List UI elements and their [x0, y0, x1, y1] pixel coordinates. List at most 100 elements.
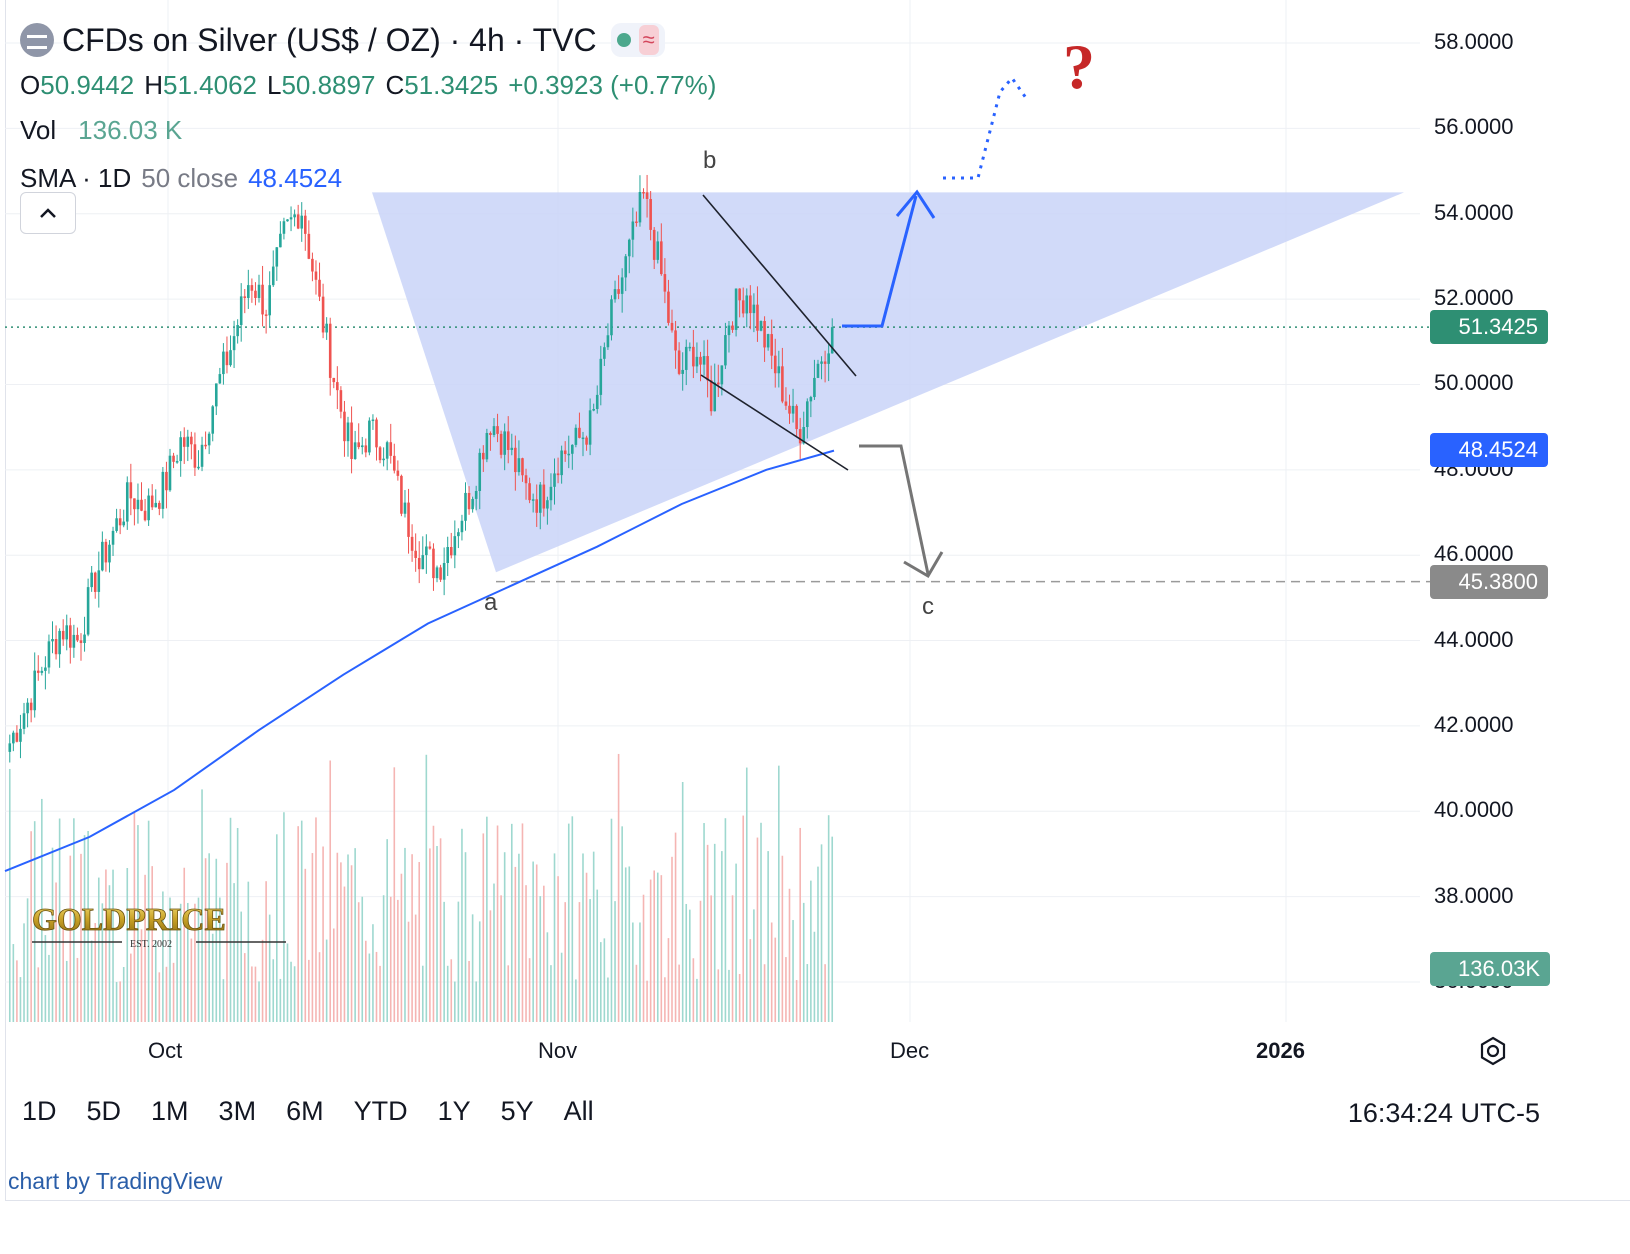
volume-bar	[717, 969, 720, 1022]
collapse-legend-button[interactable]	[20, 192, 76, 234]
candle-body	[371, 419, 375, 422]
volume-bar	[585, 872, 588, 1022]
volume-bar	[165, 966, 168, 1022]
candle-body	[720, 365, 724, 385]
volume-bar	[375, 951, 378, 1022]
price-chart[interactable]: a b c ?	[0, 0, 1630, 1200]
candle-body	[606, 335, 610, 348]
volume-bar	[354, 848, 356, 1022]
gear-icon[interactable]	[1478, 1036, 1508, 1066]
candle-body	[599, 358, 603, 395]
volume-bar	[304, 868, 307, 1022]
volume-bar	[297, 826, 299, 1022]
volume-bar	[745, 767, 748, 1022]
volume-bar	[475, 981, 477, 1022]
candle-body	[51, 639, 54, 642]
range-6m[interactable]: 6M	[286, 1096, 324, 1126]
volume-bar	[261, 939, 264, 1022]
candle-body	[58, 630, 61, 655]
range-5y[interactable]: 5Y	[500, 1096, 534, 1126]
volume-bar	[486, 816, 488, 1022]
status-pill[interactable]: ≈	[610, 23, 665, 57]
candle-body	[243, 296, 247, 298]
volume-bar	[421, 965, 424, 1022]
y-tick-label: 42.0000	[1434, 711, 1514, 737]
candle-body	[620, 277, 624, 294]
candle-body	[193, 444, 197, 468]
volume-bar	[571, 816, 574, 1022]
candle-body	[158, 502, 161, 509]
candle-body	[403, 502, 407, 514]
range-1m[interactable]: 1M	[151, 1096, 189, 1126]
candle-body	[368, 420, 371, 453]
volume-bar	[357, 902, 360, 1022]
volume-bar	[247, 881, 250, 1022]
candle-body	[624, 256, 628, 278]
volume-bar	[671, 856, 673, 1022]
range-3m[interactable]: 3M	[218, 1096, 257, 1126]
candle-body	[222, 351, 225, 375]
volume-bar	[610, 818, 613, 1022]
candle-body	[65, 625, 69, 640]
volume-bar	[350, 865, 353, 1022]
chart-title[interactable]: CFDs on Silver (US$ / OZ) · 4h · TVC	[62, 21, 597, 58]
volume-bar	[778, 765, 780, 1022]
volume-bar	[763, 964, 766, 1022]
candle-body	[389, 442, 393, 456]
volume-bar	[215, 858, 218, 1022]
range-ytd[interactable]: YTD	[353, 1096, 408, 1126]
candle-body	[677, 350, 681, 374]
candle-body	[446, 547, 450, 564]
volume-bar	[525, 885, 527, 1022]
range-1y[interactable]: 1Y	[437, 1096, 471, 1126]
candle-body	[442, 563, 446, 580]
sma-legend[interactable]: SMA · 1D 50 close 48.4524	[20, 158, 716, 198]
candle-body	[731, 325, 734, 330]
candle-body	[738, 288, 741, 301]
candle-body	[353, 442, 357, 459]
range-1d[interactable]: 1D	[22, 1096, 57, 1126]
volume-legend[interactable]: Vol 136.03 K	[20, 110, 716, 150]
volume-bar	[699, 900, 702, 1022]
clock-timezone[interactable]: 16:34:24 UTC-5	[1347, 1098, 1540, 1128]
high-label: H	[144, 69, 163, 100]
volume-bar	[614, 901, 616, 1022]
candle-body	[428, 546, 432, 549]
candle-body	[407, 502, 410, 537]
candle-body	[321, 296, 325, 333]
range-all[interactable]: All	[563, 1096, 594, 1126]
candle-body	[257, 284, 261, 298]
volume-bar	[539, 896, 542, 1022]
volume-bar	[76, 957, 79, 1022]
tradingview-credit[interactable]: chart by TradingView	[8, 1168, 223, 1194]
volume-bar	[130, 953, 132, 1022]
candle-body	[190, 436, 193, 445]
volume-bar	[151, 866, 153, 1022]
candle-body	[563, 450, 567, 455]
volume-bar	[439, 838, 442, 1022]
y-tick-label: 38.0000	[1434, 882, 1514, 908]
candle-body	[763, 320, 766, 348]
volume-bar	[639, 922, 641, 1022]
volume-bar	[653, 870, 656, 1022]
volume-bar	[831, 836, 834, 1022]
volume-bar	[632, 922, 634, 1022]
range-5d[interactable]: 5D	[86, 1096, 122, 1126]
candle-body	[250, 285, 254, 291]
candlesticks	[8, 174, 834, 763]
candle-body	[809, 397, 813, 402]
volume-bar	[94, 923, 97, 1022]
candle-body	[538, 484, 542, 513]
y-tick-label: 58.0000	[1434, 29, 1514, 55]
volume-bars	[8, 753, 834, 1022]
volume-bar	[211, 933, 214, 1022]
candle-body	[805, 401, 809, 428]
volume-bar	[824, 964, 826, 1022]
candle-body	[232, 336, 236, 351]
candle-body	[214, 383, 218, 407]
candle-body	[439, 567, 442, 580]
triangle-pattern	[372, 192, 1404, 573]
candle-body	[727, 325, 731, 336]
volume-bar	[286, 943, 289, 1022]
volume-bar	[457, 901, 460, 1022]
